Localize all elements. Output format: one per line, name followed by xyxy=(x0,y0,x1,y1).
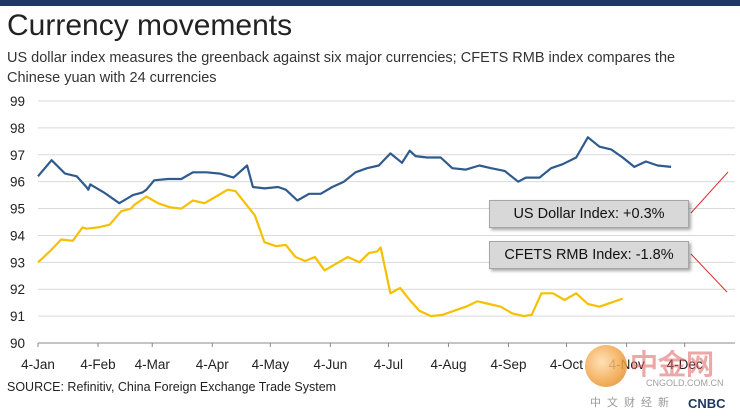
x-tick-label: 4-May xyxy=(252,357,290,372)
rmb-index-callout: CFETS RMB Index: -1.8% xyxy=(489,241,689,269)
usd-callout-pointer xyxy=(690,171,729,214)
y-tick-label: 94 xyxy=(10,228,26,243)
x-tick-label: 4-Feb xyxy=(80,357,115,372)
usd-index-line xyxy=(37,136,672,205)
usd-index-callout: US Dollar Index: +0.3% xyxy=(489,200,689,228)
y-tick-label: 95 xyxy=(10,202,25,217)
y-tick-label: 97 xyxy=(10,148,25,163)
y-tick-label: 98 xyxy=(10,121,25,136)
y-tick-label: 90 xyxy=(10,336,25,351)
cngold-logo-icon xyxy=(585,345,627,387)
rmb-index-line xyxy=(37,188,624,318)
chart-title: Currency movements xyxy=(7,9,293,42)
x-tick-label: 4-Apr xyxy=(196,357,230,372)
watermark-domain: CNGOLD.COM.CN xyxy=(646,378,724,388)
y-tick-label: 92 xyxy=(10,282,25,297)
x-tick-label: 4-Oct xyxy=(550,357,583,372)
y-tick-label: 93 xyxy=(10,255,25,270)
y-tick-label: 91 xyxy=(10,309,25,324)
x-tick-label: 4-Mar xyxy=(135,357,171,372)
chart-subtitle: US dollar index measures the greenback a… xyxy=(7,50,676,86)
top-accent-bar xyxy=(0,0,740,6)
watermark-tagline: 中文财经新 xyxy=(590,396,675,409)
cnbc-logo: CNBC xyxy=(688,396,726,411)
y-tick-label: 99 xyxy=(10,94,25,109)
source-note: SOURCE: Refinitiv, China Foreign Exchang… xyxy=(7,380,337,394)
x-tick-label: 4-Jul xyxy=(374,357,403,372)
rmb-callout-pointer xyxy=(690,253,728,293)
watermark-logo-text: 中金网 xyxy=(630,348,715,381)
x-tick-label: 4-Jun xyxy=(313,357,347,372)
x-tick-label: 4-Aug xyxy=(430,357,466,372)
x-tick-label: 4-Sep xyxy=(490,357,526,372)
y-tick-label: 96 xyxy=(10,175,25,190)
x-tick-label: 4-Dec xyxy=(667,357,703,372)
x-tick-label: 4-Jan xyxy=(21,357,55,372)
